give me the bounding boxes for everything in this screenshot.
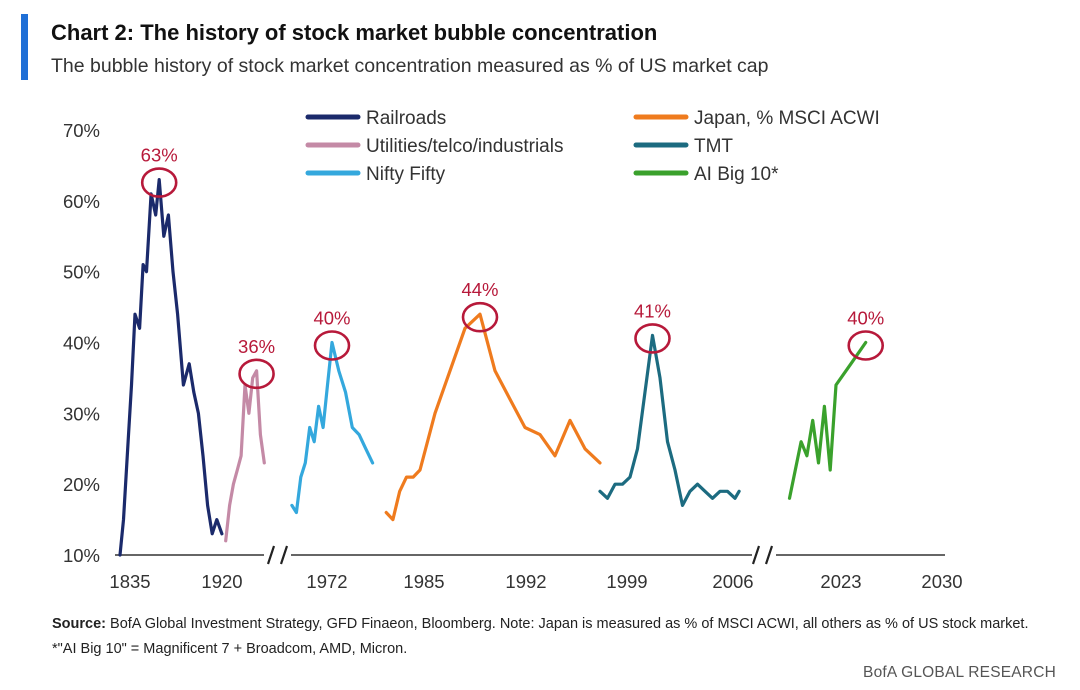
axis-break-mark [764,545,774,565]
y-tick-label: 20% [63,474,100,495]
series-line [598,333,741,507]
series-line [290,340,375,515]
legend-label: Railroads [366,108,446,129]
peak-label: 40% [847,308,884,329]
legend-label: Nifty Fifty [366,164,446,185]
peak-label: 63% [141,145,178,166]
y-tick-label: 30% [63,403,100,424]
axis-break-mark [279,545,289,565]
x-tick-label: 2023 [820,571,861,592]
axis-break-mark [266,545,276,565]
legend-item: Japan, % MSCI ACWI [633,108,880,129]
y-tick-label: 10% [63,545,100,566]
legend-label: AI Big 10* [694,164,779,185]
peak-circle [313,330,351,361]
legend-label: Japan, % MSCI ACWI [694,108,880,129]
legend-label: Utilities/telco/industrials [366,136,563,157]
chart-title: Chart 2: The history of stock market bub… [51,20,658,45]
y-tick-label: 40% [63,333,100,354]
series-line [787,340,868,500]
title-accent-bar [21,14,28,80]
x-tick-label: 2030 [921,571,962,592]
x-tick-label: 1992 [505,571,546,592]
series-line [384,312,602,522]
source-footnote: Source: BofA Global Investment Strategy,… [52,612,1052,662]
y-tick-label: 50% [63,262,100,283]
brand-label: BofA GLOBAL RESEARCH [863,664,1056,681]
x-tick-label: 2006 [712,571,753,592]
x-tick-label: 1972 [306,571,347,592]
peak-circle [461,301,499,333]
legend-item: Railroads [305,108,446,129]
x-tick-label: 1985 [403,571,444,592]
x-axis: 1835 1920 1972 1985 1992 1999 2006 2023 2030 [109,545,963,592]
chart-subtitle: The bubble history of stock market conce… [51,55,769,77]
series-lines [118,178,868,557]
y-tick-label: 60% [63,191,100,212]
x-tick-label: 1999 [606,571,647,592]
x-tick-label: 1920 [201,571,242,592]
x-tick-label: 1835 [109,571,150,592]
axis-break-mark [751,545,761,565]
series-line [118,178,224,557]
legend-item: AI Big 10* [633,164,779,185]
source-label: Source: [52,616,106,632]
legend-item: Nifty Fifty [305,164,446,185]
y-axis: 10% 20% 30% 40% 50% 60% 70% [63,120,100,566]
y-tick-label: 70% [63,120,100,141]
peak-circle [847,330,885,361]
series-line [224,369,266,543]
source-text: BofA Global Investment Strategy, GFD Fin… [52,616,1029,657]
peak-annotations: 63% 36% 40% 44% 41% 40% [140,145,885,390]
legend-label: TMT [694,136,733,157]
peak-circle [634,323,671,354]
legend-item: Utilities/telco/industrials [305,136,563,157]
peak-label: 41% [634,300,671,321]
peak-label: 36% [238,336,275,357]
peak-circle [238,358,275,390]
peak-label: 40% [313,308,350,329]
legend: Railroads Utilities/telco/industrials Nift… [305,108,880,185]
legend-item: TMT [633,136,733,157]
peak-circle [140,167,178,198]
peak-label: 44% [461,279,498,300]
